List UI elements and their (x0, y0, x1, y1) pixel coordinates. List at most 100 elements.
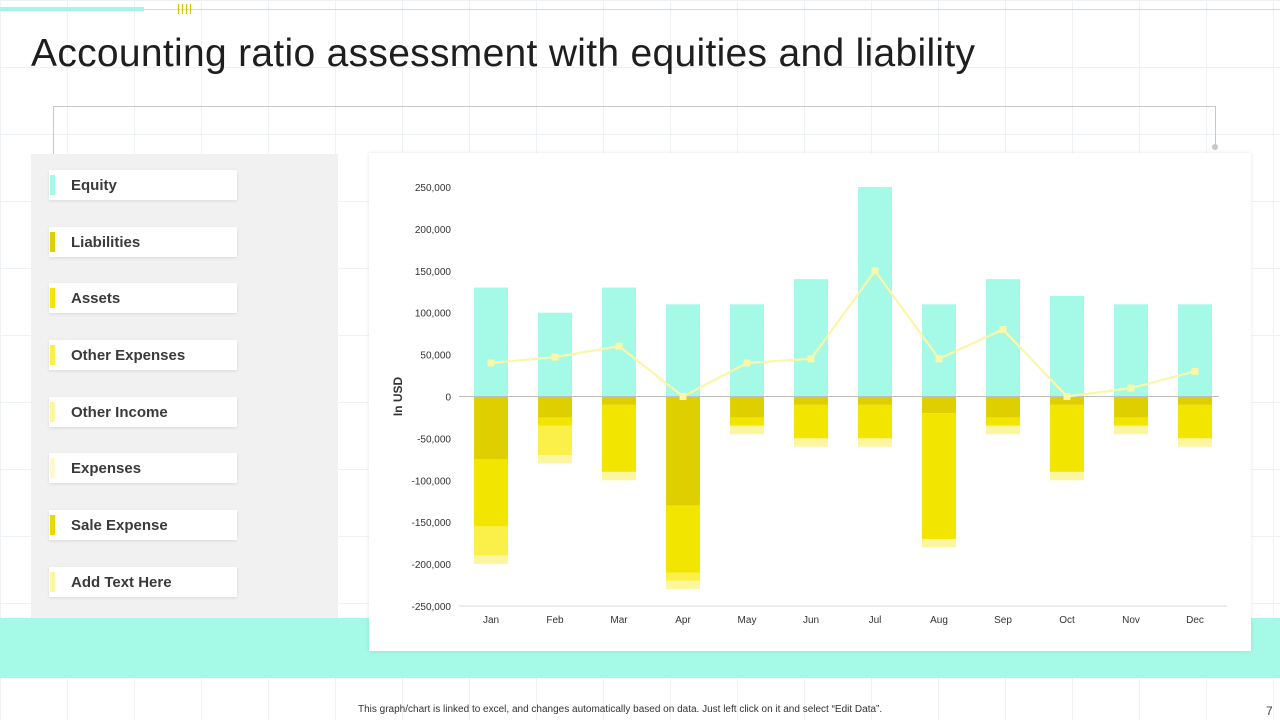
legend-item-other-income[interactable]: Other Income (49, 397, 237, 427)
line-point (551, 353, 559, 361)
bar (922, 413, 956, 539)
bar (986, 425, 1020, 435)
y-tick-label: 50,000 (420, 351, 451, 362)
frame-line-top (53, 106, 1215, 107)
legend-swatch (50, 175, 55, 195)
bar (986, 279, 1020, 397)
x-tick-label: Sep (994, 615, 1012, 626)
y-tick-label: 150,000 (415, 267, 452, 278)
legend-label: Assets (71, 289, 121, 307)
bar (858, 396, 892, 405)
line-point (1063, 393, 1071, 400)
bar (602, 471, 636, 481)
bar (1114, 304, 1148, 397)
footnote: This graph/chart is linked to excel, and… (358, 704, 883, 715)
legend-item-sale-expense[interactable]: Sale Expense (49, 510, 237, 540)
line-point (807, 355, 815, 363)
legend-swatch (50, 402, 55, 422)
bar (1178, 404, 1212, 439)
legend-label: Equity (71, 176, 117, 194)
top-tick-marks (178, 4, 194, 14)
legend-item-liabilities[interactable]: Liabilities (49, 227, 237, 257)
legend-item-add-text[interactable]: Add Text Here (49, 567, 237, 597)
bar (1050, 471, 1084, 481)
bar (666, 572, 700, 581)
bar (666, 505, 700, 573)
x-tick-label: Mar (610, 615, 628, 626)
top-rule (0, 9, 1280, 10)
y-axis-label: In USD (391, 377, 405, 417)
bar (858, 404, 892, 439)
line-point (935, 355, 943, 363)
bar (986, 417, 1020, 426)
legend-swatch (50, 288, 55, 308)
y-tick-label: -200,000 (412, 560, 452, 571)
bar (666, 396, 700, 506)
bar (922, 304, 956, 397)
bar (1178, 304, 1212, 397)
bar (1178, 438, 1212, 447)
x-tick-label: Jan (483, 615, 499, 626)
y-tick-label: 0 (445, 393, 451, 404)
bar (922, 538, 956, 548)
legend-item-other-expenses[interactable]: Other Expenses (49, 340, 237, 370)
x-tick-label: Jun (803, 615, 819, 626)
x-tick-label: Feb (546, 615, 564, 626)
series-line (490, 268, 1196, 398)
x-tick-label: Nov (1122, 615, 1140, 626)
legend-swatch (50, 458, 55, 478)
line-point (487, 359, 495, 367)
y-tick-label: -50,000 (417, 434, 451, 445)
page-number: 7 (1266, 704, 1273, 718)
bar (730, 304, 764, 397)
chart-card[interactable]: 250,000 200,000 150,000 100,000 50,000 0 -50,0… (369, 153, 1251, 651)
legend-label: Add Text Here (71, 573, 172, 591)
legend-item-assets[interactable]: Assets (49, 283, 237, 313)
bar (986, 396, 1020, 418)
bar (794, 279, 828, 397)
x-tick-label: Aug (930, 615, 948, 626)
bar (1114, 417, 1148, 426)
frame-dot (1212, 144, 1218, 150)
bar (730, 417, 764, 426)
bar (538, 455, 572, 464)
bar (602, 404, 636, 472)
y-tick-label: 250,000 (415, 183, 452, 194)
bar (1050, 404, 1084, 472)
bar (1114, 396, 1148, 418)
legend-label: Other Expenses (71, 346, 186, 364)
x-tick-label: May (738, 615, 757, 626)
bar (794, 438, 828, 447)
bar (602, 396, 636, 405)
y-tick-label: 200,000 (415, 225, 452, 236)
frame-line-right (1215, 106, 1216, 146)
bar (730, 396, 764, 418)
bar (794, 404, 828, 439)
bar (1050, 295, 1084, 397)
legend-item-expenses[interactable]: Expenses (49, 453, 237, 483)
bar (858, 438, 892, 447)
bar (666, 580, 700, 590)
bar (1050, 396, 1084, 405)
x-tick-label: Jul (869, 615, 882, 626)
x-tick-label: Oct (1059, 615, 1075, 626)
bar (858, 187, 892, 397)
frame-line-left (53, 106, 54, 154)
chart-svg[interactable]: 250,000 200,000 150,000 100,000 50,000 0 -50,0… (369, 153, 1251, 651)
legend-label: Other Income (71, 403, 168, 421)
bar (794, 396, 828, 405)
bar (730, 425, 764, 435)
legend-label: Sale Expense (71, 516, 168, 534)
legend-swatch (50, 572, 55, 592)
legend-swatch (50, 345, 55, 365)
line-point (615, 342, 623, 350)
y-tick-label: 100,000 (415, 309, 452, 320)
legend-swatch (50, 232, 55, 252)
bar (538, 425, 572, 456)
bar (474, 555, 508, 565)
legend-item-equity[interactable]: Equity (49, 170, 237, 200)
y-tick-label: -250,000 (412, 602, 452, 613)
legend-swatch (50, 515, 55, 535)
bar (922, 396, 956, 414)
bar (474, 459, 508, 527)
